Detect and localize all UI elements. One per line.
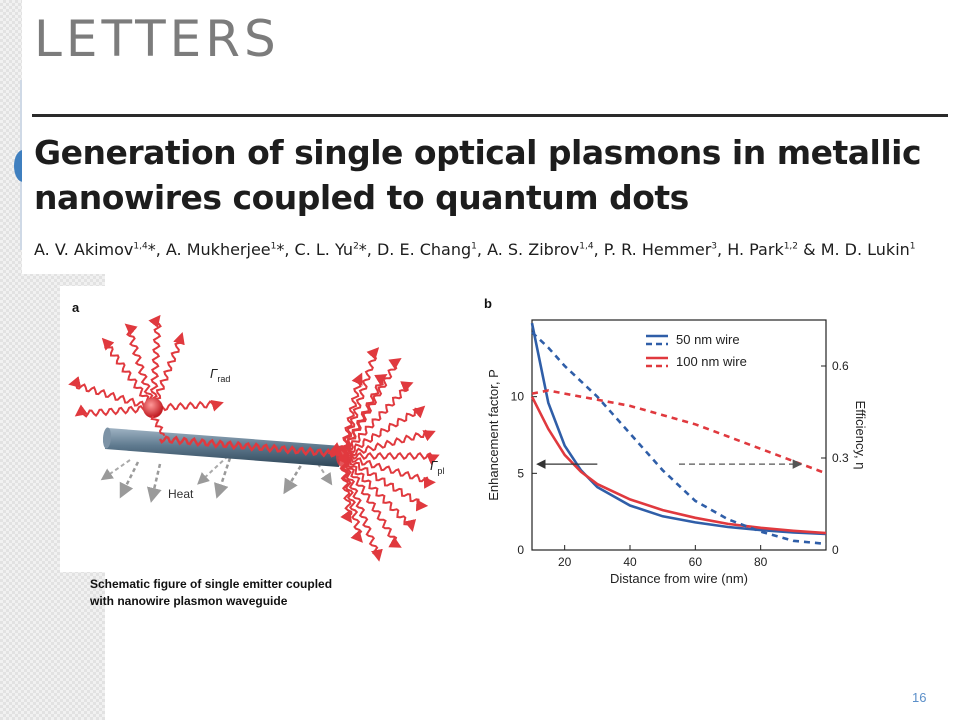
paper-header-clipping: LETTERS Generation of single optical pla… bbox=[22, 0, 950, 274]
x-axis-label: Distance from wire (nm) bbox=[610, 571, 748, 586]
legend-label: 50 nm wire bbox=[676, 332, 740, 347]
scattered-plasmon-arrow bbox=[341, 405, 426, 459]
author-affiliation: 1,4 bbox=[579, 241, 594, 252]
paper-title-line-1: Generation of single optical plasmons in… bbox=[34, 133, 922, 172]
figure-a-svg: a Γrad Γpl Heat bbox=[68, 300, 444, 562]
plasmon-wave bbox=[158, 435, 344, 458]
scattered-plasmon-arrow bbox=[341, 429, 436, 460]
x-tick-label: 20 bbox=[558, 555, 572, 569]
figure-b-svg: b 20 40 60 80 0 5 10 0 0.3 0.6 Distance from wire (… bbox=[484, 296, 868, 586]
gamma-pl-label: Γpl bbox=[430, 458, 444, 476]
series-line-solid bbox=[530, 396, 827, 535]
figure-b-panel-label: b bbox=[484, 296, 492, 311]
author-affiliation: 1 bbox=[909, 241, 916, 252]
y-right-tick-label: 0.3 bbox=[832, 451, 849, 465]
series-line-solid bbox=[530, 322, 827, 536]
series-line-dashed bbox=[531, 331, 827, 546]
scattered-plasmon-arrow bbox=[340, 372, 363, 457]
heat-arrow bbox=[197, 455, 229, 485]
author-mark: * bbox=[358, 240, 367, 259]
scattered-plasmon-arrow bbox=[340, 455, 417, 533]
radiative-emission-arrow bbox=[74, 403, 154, 418]
author: H. Park bbox=[727, 240, 784, 259]
paper-title: Generation of single optical plasmons in… bbox=[34, 130, 944, 220]
radiative-emission-arrow bbox=[148, 314, 162, 409]
author: P. R. Hemmer bbox=[603, 240, 712, 259]
author-affiliation: 2 bbox=[353, 241, 359, 252]
scattered-plasmon-arrow bbox=[341, 454, 436, 489]
radiative-emission-arrow bbox=[152, 331, 185, 409]
x-tick-label: 80 bbox=[754, 555, 768, 569]
heat-label: Heat bbox=[168, 487, 194, 501]
y-right-tick-label: 0.6 bbox=[832, 359, 849, 373]
x-tick-label: 40 bbox=[623, 555, 637, 569]
figure-caption: Schematic figure of single emitter coupl… bbox=[90, 576, 410, 610]
author: C. L. Yu bbox=[294, 240, 354, 259]
legend-label: 100 nm wire bbox=[676, 354, 747, 369]
caption-line-2: with nanowire plasmon waveguide bbox=[90, 594, 288, 608]
scattered-plasmon-arrow bbox=[341, 374, 388, 457]
author: A. V. Akimov bbox=[34, 240, 134, 259]
author: A. Mukherjee bbox=[165, 240, 271, 259]
heat-arrow bbox=[309, 451, 333, 486]
page-number: 16 bbox=[912, 690, 927, 705]
figure-a-schematic: a Γrad Γpl Heat bbox=[60, 286, 458, 572]
figure-b-chart: b 20 40 60 80 0 5 10 0 0.3 0.6 Distance from wire (… bbox=[478, 288, 878, 588]
scattered-plasmon-arrow bbox=[341, 381, 414, 458]
author-mark: * bbox=[276, 240, 285, 259]
scattered-plasmon-arrow bbox=[341, 452, 440, 466]
author: A. S. Zibrov bbox=[487, 240, 580, 259]
series-line-dashed bbox=[531, 389, 827, 475]
heat-arrow bbox=[100, 459, 131, 481]
y-left-tick-label: 10 bbox=[511, 390, 525, 404]
quantum-dot bbox=[143, 398, 163, 418]
emitter-wire-schematic bbox=[68, 314, 440, 562]
y-right-axis-label: Efficiency, η bbox=[853, 401, 868, 470]
scattered-plasmon-arrow bbox=[339, 455, 402, 548]
journal-name: LETTERS bbox=[34, 10, 280, 68]
author-affiliation: 1,4 bbox=[133, 241, 148, 252]
radiative-emission-arrow bbox=[68, 376, 154, 410]
radiative-emission-arrow bbox=[152, 399, 224, 412]
figure-a-panel-label: a bbox=[72, 300, 80, 315]
author-mark: * bbox=[147, 240, 156, 259]
y-left-tick-label: 5 bbox=[517, 466, 524, 480]
wire-end-glow bbox=[336, 445, 348, 467]
radiative-emission-arrow bbox=[124, 323, 157, 409]
gamma-rad-label: Γrad bbox=[210, 366, 230, 384]
heat-arrow bbox=[146, 463, 162, 503]
radiative-emission-arrow bbox=[101, 337, 156, 409]
heat-arrow bbox=[119, 461, 140, 499]
author-affiliation: 1 bbox=[270, 241, 277, 252]
scattered-plasmon-arrow bbox=[338, 455, 383, 562]
plot-frame bbox=[531, 319, 827, 551]
paper-title-line-2: nanowires coupled to quantum dots bbox=[34, 178, 689, 217]
coupling-wave bbox=[150, 415, 166, 437]
heat-arrow bbox=[214, 457, 232, 499]
author-affiliation: 1 bbox=[471, 241, 477, 252]
author: M. D. Lukin bbox=[820, 240, 910, 259]
y-left-axis-label: Enhancement factor, P bbox=[486, 369, 501, 501]
y-right-tick-label: 0 bbox=[832, 543, 839, 557]
caption-line-1: Schematic figure of single emitter coupl… bbox=[90, 577, 333, 591]
author: D. E. Chang bbox=[376, 240, 472, 259]
nanowire-end bbox=[102, 427, 112, 449]
author-list: A. V. Akimov1,4*, A. Mukherjee1*, C. L. … bbox=[34, 240, 916, 259]
author-affiliation: 1,2 bbox=[783, 241, 799, 252]
author-affiliation: 3 bbox=[711, 241, 718, 252]
header-rule bbox=[32, 114, 948, 117]
x-tick-label: 60 bbox=[689, 555, 703, 569]
y-left-tick-label: 0 bbox=[517, 543, 524, 557]
scattered-plasmon-arrow bbox=[341, 455, 429, 512]
